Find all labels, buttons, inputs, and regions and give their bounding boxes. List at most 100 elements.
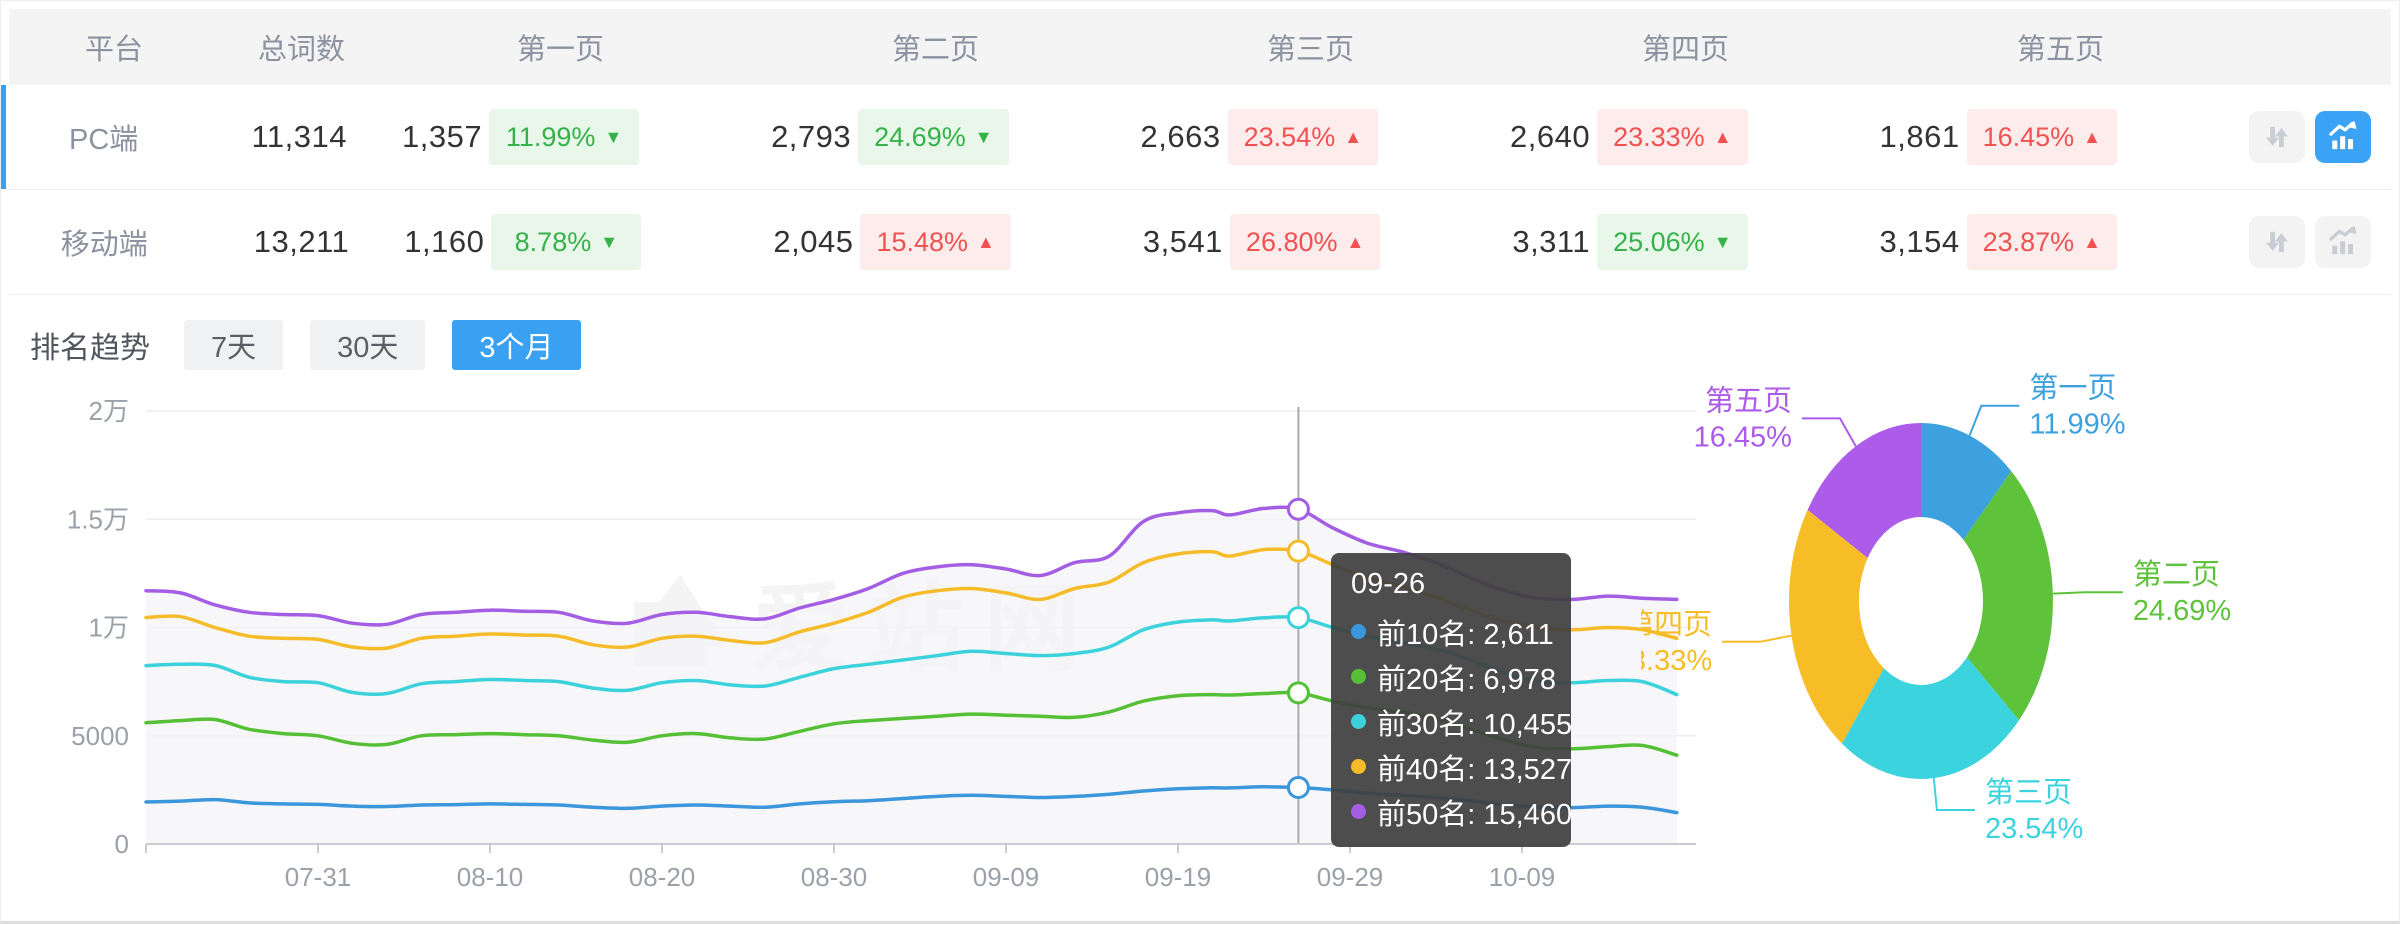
page4-cell: 2,640 23.33% ▲ [1510,109,1879,165]
label-leader-line [2052,591,2123,595]
donut-label-percent: 11.99% [2029,409,2125,441]
tooltip-item-前50名: 前50名: 15,460 [1351,789,1572,834]
page5-count: 1,861 [1879,119,1960,154]
page3-count: 3,541 [1142,224,1223,259]
column-header-5: 第三页 [1189,26,1564,68]
change-percent: 23.54% [1243,121,1336,152]
sort-arrows-icon [2266,126,2288,148]
table-body: PC端 11,314 1,357 11.99% ▼ 2,793 24.69% ▼ 2,663 23… [1,85,2399,295]
sort-toggle-button[interactable] [2249,111,2305,163]
series-dot-icon [1351,714,1366,729]
range-tabs: 7天 30天 3个月 [184,320,608,370]
page3-count: 2,663 [1140,119,1221,154]
page-distribution-donut-chart[interactable]: 第一页 11.99% 第二页 24.69% 第三页 23.54% 第四页 23.33% 第五页 1… [1641,369,2400,925]
page1-cell: 1,160 8.78% ▼ [404,214,773,270]
series-dot-icon [1351,669,1366,684]
change-percent: 16.45% [1982,121,2075,152]
arrow-down-icon: ▼ [1713,232,1732,252]
arrow-up-icon: ▲ [1713,127,1732,147]
page1-count: 1,160 [404,224,485,259]
page5-count: 3,154 [1879,224,1960,259]
chart-tooltip: 09-26 前10名: 2,611 前20名: 6,978 前30名: 10,455… [1331,553,1572,847]
arrow-down-icon: ▼ [600,232,619,252]
arrow-up-icon: ▲ [1344,127,1363,147]
x-axis-label: 08-10 [457,862,524,892]
arrow-down-icon: ▼ [974,127,993,147]
page4-count: 3,311 [1512,224,1591,259]
tab-7天[interactable]: 7天 [184,320,284,370]
arrow-up-icon: ▲ [2083,127,2101,147]
tooltip-item-text: 前10名: 2,611 [1377,618,1554,651]
arrow-up-icon: ▲ [977,232,995,252]
arrow-down-icon: ▼ [604,127,623,147]
donut-slice-第一页[interactable] [1921,423,2012,540]
crosshair-marker-前40名 [1286,539,1310,563]
column-header-label: 总词数 [257,34,345,66]
trend-chart-button[interactable] [2315,216,2371,268]
page2-count: 2,793 [771,119,852,154]
page2-change-badge: 24.69% ▼ [858,109,1009,165]
platform-cell: 移动端 [9,221,200,263]
trend-chart-icon [2329,120,2357,150]
column-header-4: 第二页 [814,26,1189,68]
page2-cell: 2,045 15.48% ▲ [773,214,1142,270]
tooltip-item-前40名: 前40名: 13,527 [1351,744,1572,789]
donut-slice-第二页[interactable] [1963,471,2053,721]
label-leader-line [1932,778,1975,811]
y-axis-label: 1万 [89,613,129,643]
column-header-1: 平台 [9,26,219,68]
row-actions [2249,111,2391,163]
column-header-label: 第四页 [1641,34,1729,66]
donut-label-percent: 23.33% [1641,645,1712,677]
label-leader-line [1968,404,2020,436]
total-words-value: 13,211 [253,224,350,259]
page3-cell: 3,541 26.80% ▲ [1143,214,1512,270]
donut-slice-第四页[interactable] [1789,509,1884,744]
label-leader-line [1802,417,1857,447]
page1-change-badge: 8.78% ▼ [491,214,642,270]
total-words-value: 11,314 [251,119,347,154]
change-percent: 26.80% [1245,226,1338,257]
donut-slice-第三页[interactable] [1841,657,2019,779]
change-percent: 23.87% [1982,226,2075,257]
trend-chart-button[interactable] [2315,111,2371,163]
series-dot-icon [1351,804,1366,819]
page4-count: 2,640 [1510,119,1591,154]
page3-cell: 2,663 23.54% ▲ [1141,109,1510,165]
row-actions [2249,216,2391,268]
trend-chart-icon [2329,225,2357,255]
crosshair-marker-前50名 [1286,497,1310,521]
column-header-2: 总词数 [219,26,439,68]
sort-arrows-icon [2266,231,2288,253]
table-row-移动端[interactable]: 移动端 13,211 1,160 8.78% ▼ 2,045 15.48% ▲ 3,541 26.… [9,190,2391,295]
arrow-up-icon: ▲ [2083,232,2101,252]
page5-cell: 1,861 16.45% ▲ [1880,109,2249,165]
tab-3个月[interactable]: 3个月 [452,320,581,370]
table-row-PC端[interactable]: PC端 11,314 1,357 11.99% ▼ 2,793 24.69% ▼ 2,663 23… [1,85,2391,190]
crosshair-marker-前30名 [1286,606,1310,630]
platform-cell: PC端 [9,116,198,158]
x-axis-label: 09-09 [973,862,1040,892]
sort-toggle-button[interactable] [2249,216,2305,268]
page2-count: 2,045 [773,224,854,259]
page2-change-badge: 15.48% ▲ [860,214,1011,270]
tooltip-item-前10名: 前10名: 2,611 [1351,609,1554,654]
page3-change-badge: 26.80% ▲ [1229,214,1381,270]
tooltip-item-text: 前50名: 15,460 [1377,798,1573,831]
x-axis-label: 09-29 [1317,862,1384,892]
column-header-label: 第二页 [891,34,979,66]
donut-label-name: 第五页 [1705,384,1792,417]
total-words-cell: 11,314 [198,119,402,155]
crosshair-marker-前20名 [1286,681,1310,705]
donut-slice-第五页[interactable] [1807,423,1921,558]
page5-change-badge: 23.87% ▲ [1966,214,2117,270]
column-header-6: 第四页 [1564,26,1939,68]
change-percent: 24.69% [874,121,966,152]
change-percent: 23.33% [1613,121,1705,152]
page5-cell: 3,154 23.87% ▲ [1880,214,2249,270]
crosshair-marker-前10名 [1286,775,1310,799]
page5-change-badge: 16.45% ▲ [1966,109,2117,165]
tab-30天[interactable]: 30天 [310,320,426,370]
y-axis-label: 5000 [71,721,129,751]
